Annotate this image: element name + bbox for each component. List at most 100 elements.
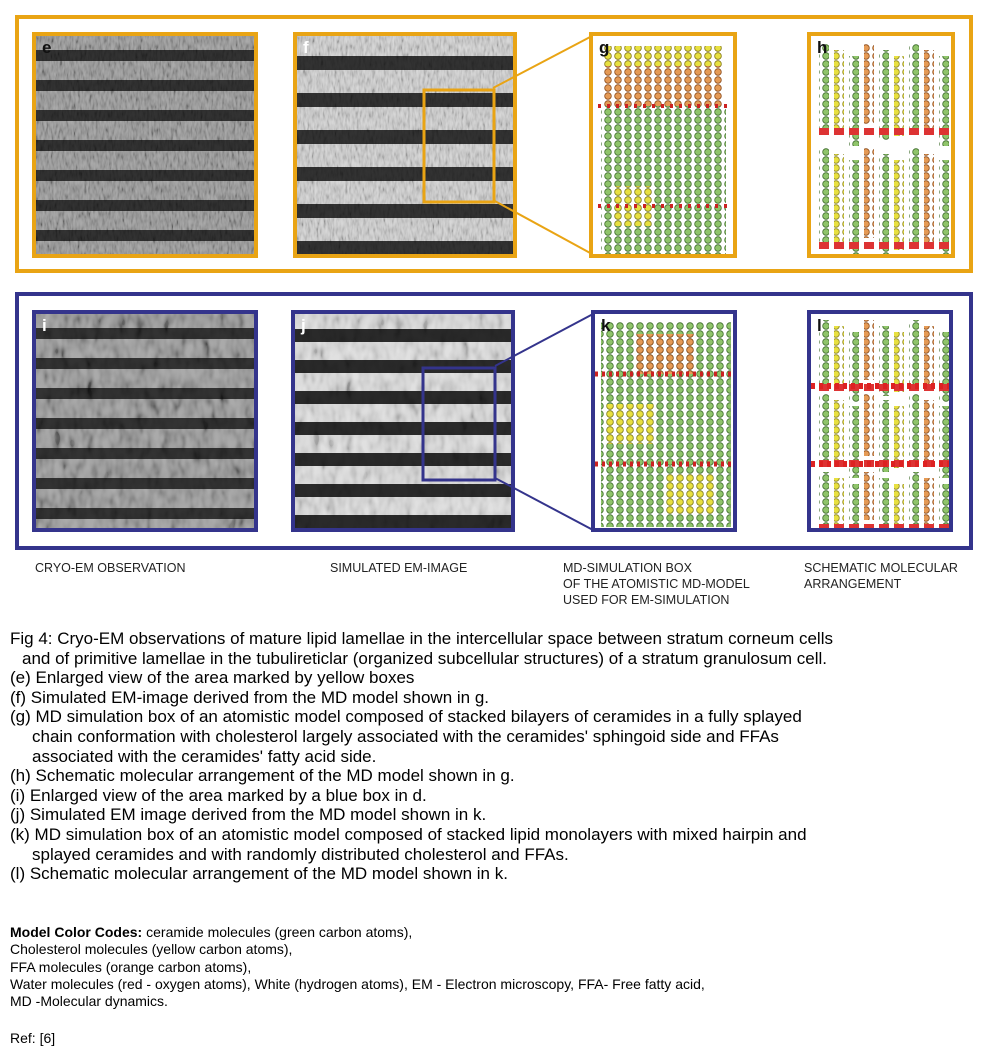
molecule-chain — [864, 44, 874, 124]
panel-g: g — [589, 32, 737, 258]
molecule-chain — [864, 394, 874, 456]
headgroup — [939, 524, 949, 528]
molecule-chain — [894, 406, 904, 468]
headgroup — [909, 128, 919, 135]
molecule-chain — [849, 332, 859, 402]
headgroup — [849, 242, 859, 249]
reference: Ref: [6] — [10, 1030, 56, 1046]
headgroup — [924, 128, 934, 135]
color-codes-heading: Model Color Codes: — [10, 924, 143, 940]
caption-line: OF THE ATOMISTIC MD-MODEL — [563, 577, 750, 591]
caption-line: (l) Schematic molecular arrangement of t… — [10, 864, 508, 884]
panel-e: e — [32, 32, 258, 258]
headgroup — [909, 242, 919, 249]
caption-line: (k) MD simulation box of an atomistic mo… — [10, 824, 807, 844]
headgroup — [819, 460, 829, 467]
caption-md-box: MD-SIMULATION BOX OF THE ATOMISTIC MD-MO… — [563, 560, 750, 608]
headgroup — [864, 128, 874, 135]
caption-line: (i) Enlarged view of the area marked by … — [10, 785, 427, 805]
caption-cryo-em: CRYO-EM OBSERVATION — [35, 561, 186, 575]
headgroup — [819, 384, 829, 391]
caption-line: SCHEMATIC MOLECULAR — [804, 561, 958, 575]
caption-line: (f) Simulated EM-image derived from the … — [10, 687, 490, 707]
headgroup — [819, 128, 829, 135]
color-code-line: ceramide molecules (green carbon atoms), — [142, 924, 413, 940]
molecule-chain — [879, 400, 889, 472]
molecule-chain — [819, 148, 829, 248]
headgroup — [849, 524, 859, 528]
headgroup — [909, 384, 919, 391]
molecule-chain — [819, 472, 829, 528]
headgroup — [834, 524, 844, 528]
caption-line: and of primitive lamellae in the tubulir… — [22, 648, 828, 668]
headgroup — [909, 460, 919, 467]
molecule-chain — [924, 326, 934, 386]
headgroup — [894, 524, 904, 528]
molecule-chain — [879, 50, 889, 140]
headgroup — [879, 242, 889, 249]
caption-simulated: SIMULATED EM-IMAGE — [330, 561, 468, 575]
molecule-chain — [939, 332, 949, 402]
color-code-line: Water molecules (red - oxygen atoms), Wh… — [10, 975, 705, 992]
headgroup — [939, 384, 949, 391]
color-code-line: Cholesterol molecules (yellow carbon ato… — [10, 941, 293, 958]
bottom-frame — [15, 292, 973, 550]
molecule-chain — [924, 400, 934, 462]
panel-label: l — [817, 316, 822, 335]
caption-line: MD-SIMULATION BOX — [563, 561, 692, 575]
headgroup — [819, 524, 829, 528]
panel-label: k — [601, 316, 611, 335]
molecule-chain — [864, 320, 874, 380]
molecule-chain — [834, 478, 844, 526]
panel-i: i — [32, 310, 258, 532]
molecule-chain — [834, 400, 844, 462]
molecule-chain — [879, 478, 889, 528]
molecule-chain — [924, 50, 934, 130]
headgroup — [879, 128, 889, 135]
headgroup — [879, 524, 889, 528]
caption-line: ARRANGEMENT — [804, 577, 902, 591]
panel-label: f — [303, 38, 309, 57]
molecule-chain — [909, 148, 919, 248]
molecule-chain — [819, 320, 829, 390]
caption-schematic: SCHEMATIC MOLECULAR ARRANGEMENT — [804, 560, 958, 592]
panel-label: e — [42, 38, 52, 57]
headgroup — [894, 128, 904, 135]
top-frame — [15, 15, 973, 273]
molecule-chain — [879, 154, 889, 254]
panel-h: h — [807, 32, 955, 258]
caption-line: splayed ceramides and with randomly dist… — [32, 844, 569, 864]
caption-line: USED FOR EM-SIMULATION — [563, 593, 730, 607]
caption-line: (g) MD simulation box of an atomistic mo… — [10, 707, 802, 727]
molecule-chain — [879, 326, 889, 396]
molecule-chain — [894, 160, 904, 250]
molecule-chain — [909, 44, 919, 134]
headgroup — [939, 242, 949, 249]
headgroup — [849, 128, 859, 135]
headgroup — [894, 242, 904, 249]
molecule-chain — [939, 56, 949, 146]
panel-l: l — [807, 310, 953, 532]
molecule-chain — [819, 44, 829, 134]
molecule-chain — [924, 154, 934, 244]
panel-f: f — [293, 32, 517, 258]
panel-label: j — [301, 316, 306, 335]
molecule-chain — [894, 56, 904, 136]
panel-k: k — [591, 310, 737, 532]
color-code-line: MD -Molecular dynamics. — [10, 993, 168, 1010]
molecule-chain — [894, 484, 904, 528]
molecule-chain — [849, 56, 859, 146]
molecule-chain — [894, 332, 904, 392]
molecule-chain — [939, 484, 949, 528]
headgroup — [924, 524, 934, 528]
color-codes: Model Color Codes: ceramide molecules (g… — [10, 924, 705, 1010]
molecule-chain — [834, 326, 844, 386]
molecule-chain — [924, 478, 934, 526]
molecule-chain — [849, 160, 859, 254]
color-code-line: FFA molecules (orange carbon atoms), — [10, 958, 252, 975]
molecule-chain — [909, 320, 919, 390]
molecule-chain — [864, 472, 874, 520]
molecule-chain — [849, 484, 859, 528]
headgroup — [924, 460, 934, 467]
